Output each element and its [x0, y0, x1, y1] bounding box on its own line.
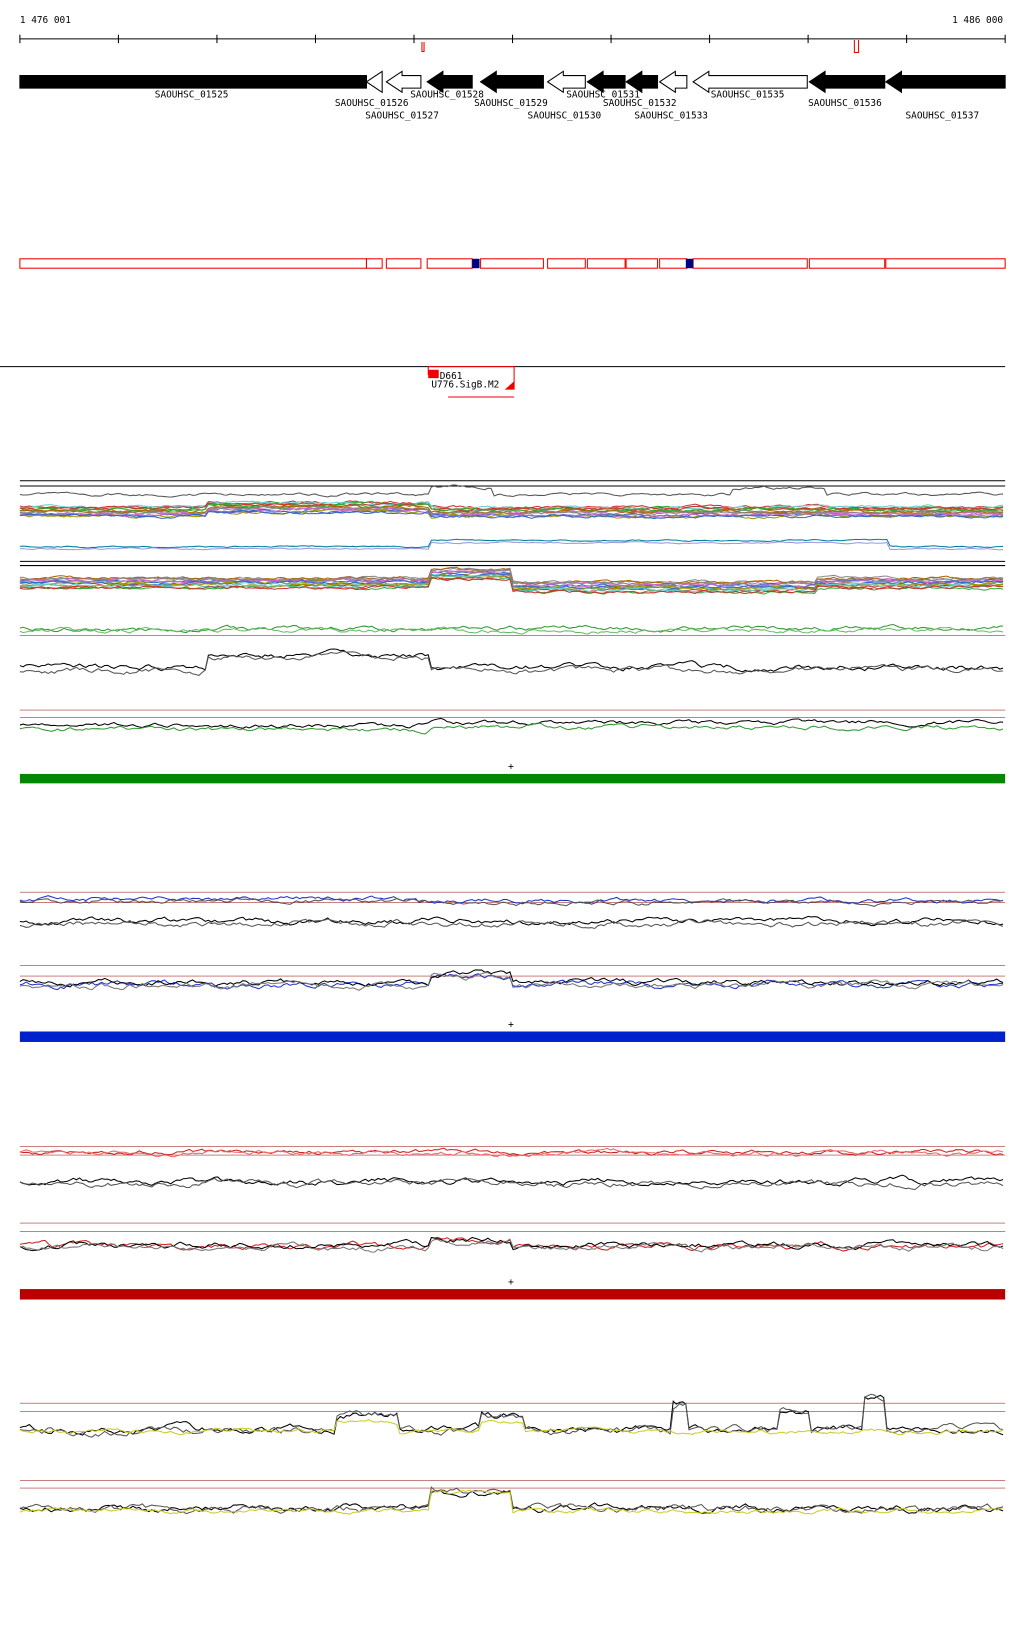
trace [19, 541, 1004, 551]
gene-arrow [19, 75, 367, 89]
gene-arrow [385, 70, 422, 94]
trace [19, 484, 1004, 498]
gene-box [385, 258, 422, 269]
trace [19, 1489, 1004, 1515]
gene-label: SAOUHSC_01530 [528, 110, 602, 121]
trace [19, 1393, 1004, 1438]
ruler-marker [853, 39, 860, 54]
trace [19, 502, 1004, 514]
strand-bar [19, 1289, 1006, 1300]
gene-arrow [479, 70, 544, 94]
gene-arrow [546, 70, 586, 94]
trace [19, 897, 1004, 907]
gene-label: SAOUHSC_01536 [808, 98, 882, 109]
ruler-marker [421, 42, 425, 53]
trace [19, 500, 1004, 511]
trace [19, 623, 1004, 634]
gene-box [659, 258, 688, 269]
feature-label: U776.SigB.M2 [431, 380, 499, 391]
gene-label: SAOUHSC_01537 [906, 110, 980, 121]
gene-box [808, 258, 886, 269]
gene-arrow [808, 70, 886, 94]
strand-label: + [508, 762, 514, 773]
gene-label: SAOUHSC_01533 [634, 110, 708, 121]
feature-mark [428, 369, 439, 379]
trace [19, 972, 1004, 991]
gene-box [480, 258, 544, 269]
trace [19, 502, 1004, 512]
trace [19, 648, 1004, 673]
trace [19, 717, 1004, 729]
trace [19, 1238, 1004, 1253]
gene-label: SAOUHSC_01527 [365, 110, 439, 121]
gene-box [19, 258, 367, 269]
trace [19, 650, 1004, 676]
gene-label: SAOUHSC_01535 [711, 90, 785, 101]
strand-bar [19, 773, 1006, 784]
domain-mark [472, 258, 480, 269]
trace [19, 569, 1004, 587]
gene-arrow [658, 70, 688, 94]
trace [19, 1147, 1004, 1157]
gene-label: SAOUHSC_01528 [410, 90, 484, 101]
gene-arrow [692, 70, 808, 94]
gene-box [426, 258, 473, 269]
trace [19, 915, 1004, 927]
trace [19, 722, 1004, 735]
ruler-end: 1 486 000 [952, 15, 1003, 26]
feature-name: D661 [440, 371, 463, 382]
gene-box [586, 258, 626, 269]
trace [19, 1177, 1004, 1191]
trace [19, 918, 1004, 930]
gene-box [692, 258, 808, 269]
gene-arrow [884, 70, 1006, 94]
gene-box [547, 258, 586, 269]
trace [19, 969, 1004, 988]
gene-label: SAOUHSC_01525 [155, 90, 229, 101]
gene-arrow [426, 70, 473, 94]
feature-corner [504, 381, 515, 390]
strand-label: + [508, 1277, 514, 1288]
trace [19, 1174, 1004, 1187]
gene-arrow [586, 70, 626, 94]
gene-box [625, 258, 659, 269]
gene-label: SAOUHSC_01532 [603, 98, 677, 109]
trace [19, 1486, 1004, 1515]
trace [19, 1419, 1004, 1436]
gene-box [365, 258, 383, 269]
ruler-start: 1 476 001 [20, 15, 71, 26]
strand-label: + [508, 1019, 514, 1030]
trace [19, 506, 1004, 517]
trace [19, 1147, 1004, 1158]
strand-bar [19, 1031, 1006, 1042]
trace [19, 538, 1004, 549]
trace [19, 626, 1004, 635]
gene-arrow [625, 70, 659, 94]
gene-label: SAOUHSC_01526 [335, 98, 409, 109]
domain-mark [685, 258, 694, 269]
trace [19, 576, 1004, 595]
gene-arrow [365, 70, 383, 94]
gene-box [885, 258, 1006, 269]
trace [19, 509, 1004, 520]
gene-label: SAOUHSC_01529 [474, 98, 548, 109]
gene-label: SAOUHSC_01531 [566, 90, 640, 101]
